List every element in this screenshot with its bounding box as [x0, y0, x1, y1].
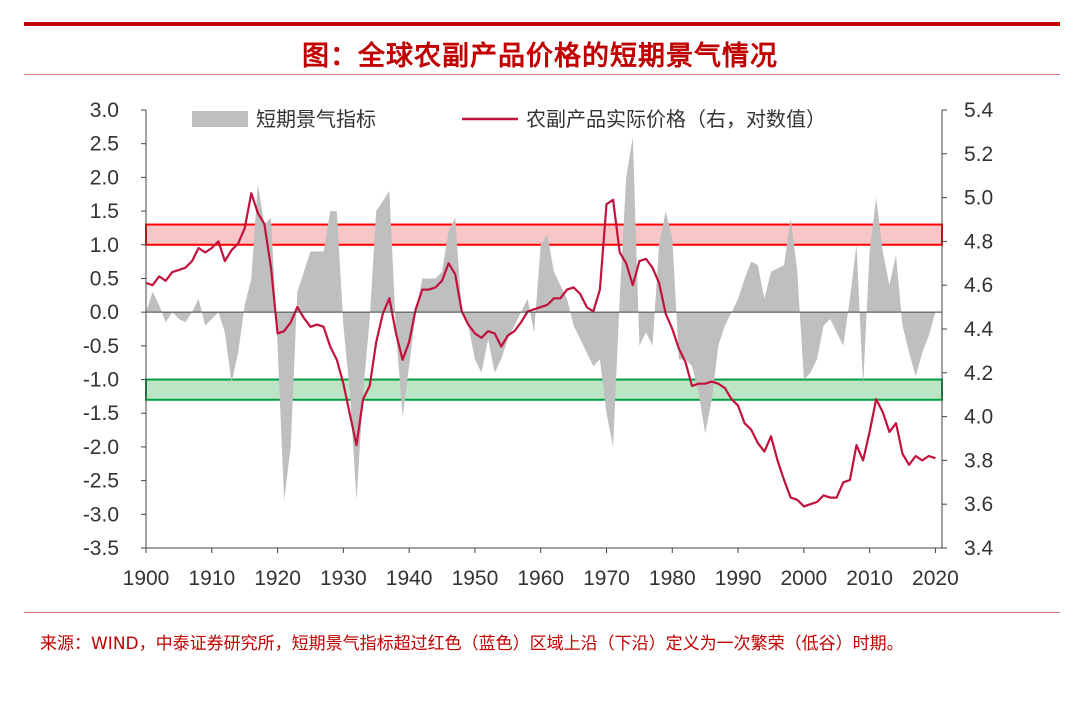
right-tick-label: 4.4 [964, 318, 994, 341]
legend-label-area: 短期景气指标 [256, 108, 376, 131]
source-divider [24, 612, 1060, 613]
x-tick-label: 1900 [123, 567, 170, 590]
left-tick-label: 2.5 [90, 133, 119, 156]
legend-swatch-area [192, 111, 248, 127]
left-tick-label: 1.0 [90, 234, 119, 257]
left-tick-label: 0.5 [90, 267, 119, 290]
left-tick-label: -2.5 [83, 470, 119, 493]
x-tick-label: 2010 [846, 567, 893, 590]
left-tick-label: -1.5 [83, 402, 119, 425]
right-tick-label: 3.6 [964, 493, 993, 516]
legend: 短期景气指标 农副产品实际价格（右，对数值） [192, 108, 826, 131]
right-tick-label: 5.4 [964, 99, 994, 122]
right-tick-label: 5.2 [964, 143, 993, 166]
left-tick-label: -3.5 [83, 537, 119, 560]
x-tick-label: 1960 [517, 567, 564, 590]
x-tick-label: 1930 [320, 567, 367, 590]
left-tick-label: -1.0 [83, 369, 119, 392]
x-tick-label: 1970 [583, 567, 630, 590]
source-note: 来源：WIND，中泰证券研究所，短期景气指标超过红色（蓝色）区域上沿（下沿）定义… [40, 634, 904, 654]
figure-title: 图：全球农副产品价格的短期景气情况 [302, 41, 778, 72]
trough-band [145, 378, 943, 401]
right-tick-label: 4.0 [964, 406, 993, 429]
title-divider [24, 74, 1060, 75]
area-layer [146, 137, 936, 501]
right-tick-label: 3.8 [964, 449, 993, 472]
left-tick-label: 0.0 [90, 301, 119, 324]
left-tick-label: 2.0 [90, 166, 119, 189]
right-tick-label: 4.8 [964, 230, 993, 253]
left-tick-label: 1.5 [90, 200, 119, 223]
right-tick-label: 3.4 [964, 537, 994, 560]
chart: 3.0 2.5 2.0 1.5 1.0 0.5 0.0 -0.5 -1.0 -1.5 -2.0 -2.… [83, 99, 994, 590]
right-tick-label: 4.6 [964, 274, 993, 297]
right-tick-label: 5.0 [964, 187, 993, 210]
left-tick-label: 3.0 [90, 99, 119, 122]
x-tick-label: 1940 [386, 567, 433, 590]
x-tick-label: 2020 [912, 567, 959, 590]
right-tick-label: 4.2 [964, 362, 993, 385]
price-line [145, 192, 936, 508]
x-tick-label: 1950 [452, 567, 499, 590]
x-tick-label: 1980 [649, 567, 696, 590]
top-rule [24, 22, 1060, 26]
line-layer [145, 192, 936, 508]
left-tick-label: -2.0 [83, 436, 119, 459]
axes-layer: 3.0 2.5 2.0 1.5 1.0 0.5 0.0 -0.5 -1.0 -1.5 -2.0 -2.… [83, 99, 994, 590]
x-tick-label: 1990 [715, 567, 762, 590]
x-tick-label: 1920 [254, 567, 301, 590]
legend-label-line: 农副产品实际价格（右，对数值） [526, 108, 826, 131]
left-tick-label: -3.0 [83, 503, 119, 526]
sentiment-area [146, 137, 936, 501]
x-tick-label: 1910 [188, 567, 235, 590]
x-tick-label: 2000 [780, 567, 827, 590]
left-tick-label: -0.5 [83, 335, 119, 358]
